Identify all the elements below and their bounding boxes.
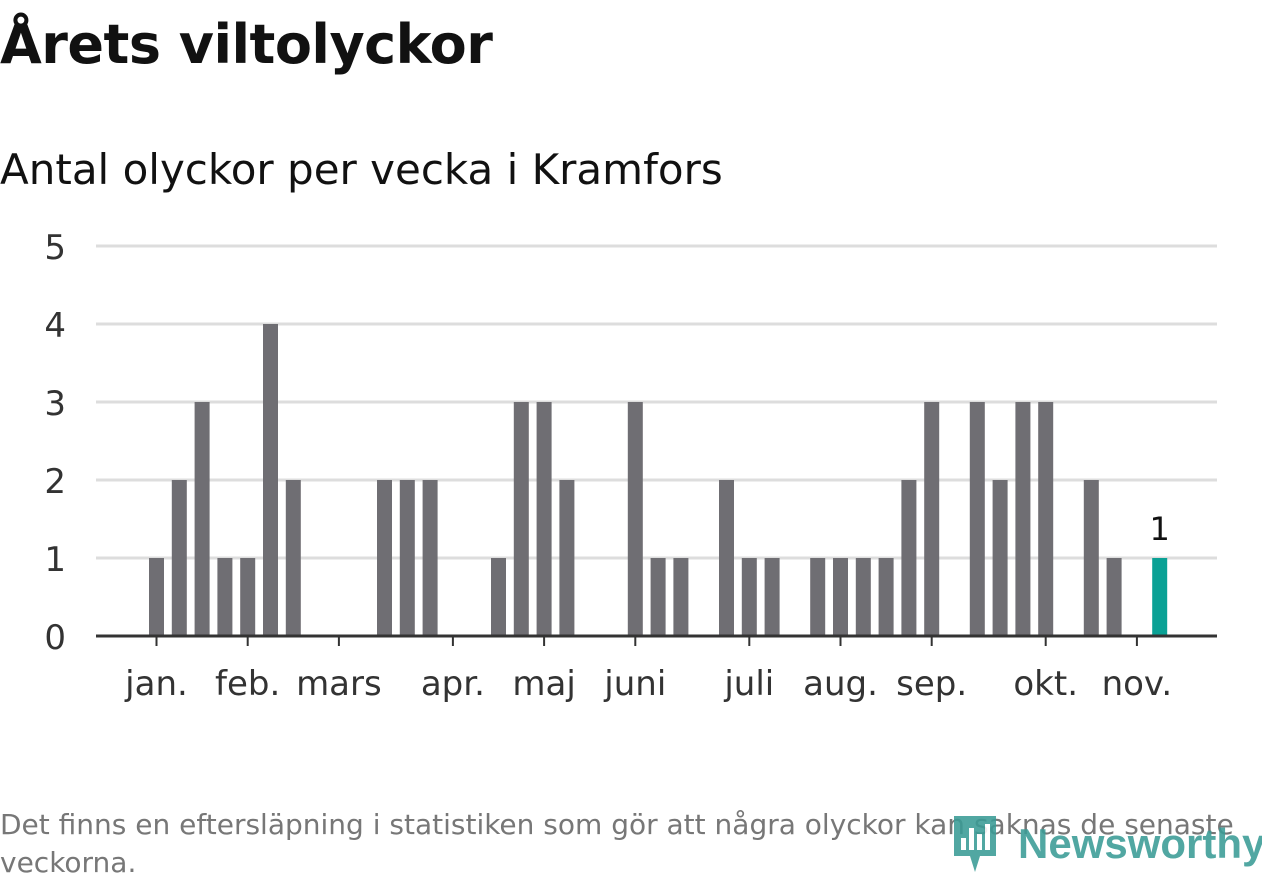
chart-title: Årets viltolyckor xyxy=(0,13,493,76)
bar xyxy=(194,402,210,636)
y-tick-label: 5 xyxy=(44,228,66,268)
x-tick-label: aug. xyxy=(803,664,878,704)
bar xyxy=(149,558,164,636)
bar xyxy=(217,558,233,636)
bar xyxy=(491,558,506,636)
y-tick-label: 4 xyxy=(44,306,66,346)
x-tick-label: nov. xyxy=(1102,664,1173,704)
bar xyxy=(969,402,985,636)
bar xyxy=(240,558,256,636)
x-tick-label: maj xyxy=(512,664,575,704)
x-tick-label: jan. xyxy=(124,664,188,704)
bar xyxy=(719,480,734,636)
y-axis-ticks: 0 1 2 3 4 5 xyxy=(44,228,66,658)
bar xyxy=(878,558,894,636)
bar xyxy=(924,402,940,636)
data-label: 1 xyxy=(1150,510,1170,548)
bar xyxy=(1106,558,1122,636)
bar xyxy=(1015,402,1031,636)
bar xyxy=(422,480,438,636)
x-tick-label: juli xyxy=(723,664,774,704)
brand-name: Newsworthy xyxy=(1018,820,1262,867)
bar xyxy=(901,480,917,636)
bars xyxy=(149,324,1168,636)
y-tick-label: 3 xyxy=(44,384,66,424)
bar xyxy=(741,558,757,636)
bar xyxy=(855,558,871,636)
x-tick-label: feb. xyxy=(215,664,280,704)
bar xyxy=(627,402,643,636)
x-axis-ticks: jan. feb. mars apr. maj juni juli aug. sep. okt. n… xyxy=(124,636,1172,704)
bar xyxy=(992,480,1008,636)
bar xyxy=(559,480,575,636)
bar xyxy=(171,480,187,636)
bar xyxy=(263,324,278,636)
bar xyxy=(650,558,666,636)
y-tick-label: 1 xyxy=(44,540,66,580)
y-tick-label: 0 xyxy=(44,618,66,658)
x-tick-label: juni xyxy=(603,664,666,704)
x-tick-label: mars xyxy=(296,664,382,704)
x-tick-label: okt. xyxy=(1013,664,1078,704)
bar xyxy=(1083,480,1099,636)
x-tick-label: sep. xyxy=(896,664,967,704)
newsworthy-logo-icon xyxy=(950,812,1000,876)
brand-logo[interactable]: Newsworthy xyxy=(950,812,1262,876)
bar xyxy=(833,558,848,636)
x-tick-label: apr. xyxy=(421,664,485,704)
bar xyxy=(536,402,552,636)
y-tick-label: 2 xyxy=(44,462,66,502)
bar xyxy=(1038,402,1054,636)
bar xyxy=(764,558,780,636)
data-labels: 1 xyxy=(1150,510,1170,548)
bar-highlight xyxy=(1152,558,1168,636)
bar xyxy=(810,558,826,636)
footnote: Det finns en eftersläpning i statistiken… xyxy=(0,808,1234,879)
bar xyxy=(513,402,529,636)
bar xyxy=(399,480,415,636)
bar xyxy=(285,480,301,636)
chart-subtitle: Antal olyckor per vecka i Kramfors xyxy=(0,145,723,194)
bar xyxy=(377,480,392,636)
bar xyxy=(673,558,689,636)
